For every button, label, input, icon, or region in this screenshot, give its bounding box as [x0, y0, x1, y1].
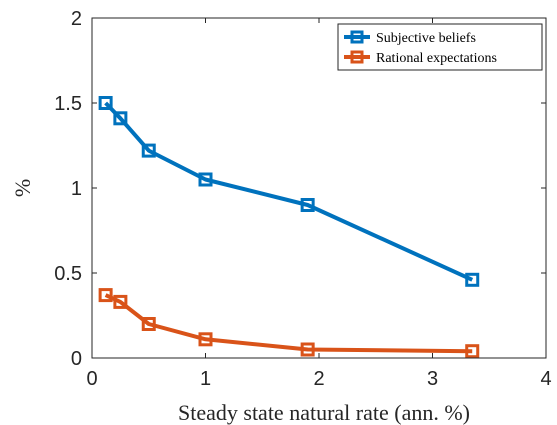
- data-point: [141, 143, 156, 158]
- series-layer: [98, 96, 480, 359]
- x-axis-label: Steady state natural rate (ann. %): [178, 400, 470, 425]
- data-point: [113, 111, 128, 126]
- data-point: [98, 96, 113, 110]
- legend-label: Subjective beliefs: [376, 31, 476, 46]
- y-tick-label: 1: [71, 178, 82, 200]
- series-subjective-beliefs: [98, 96, 480, 287]
- x-tick-label: 2: [313, 368, 324, 390]
- legend-entry-rational-expectations: Rational expectations: [344, 50, 497, 66]
- y-tick-label: 1.5: [54, 93, 82, 115]
- y-tick-label: 2: [71, 8, 82, 30]
- data-point: [465, 344, 480, 359]
- x-tick-label: 1: [200, 368, 211, 390]
- data-point: [198, 332, 213, 347]
- series-line: [104, 293, 473, 354]
- y-tick-label: 0.5: [54, 263, 82, 285]
- legend-label: Rational expectations: [376, 51, 497, 66]
- y-axis-label: %: [10, 179, 35, 197]
- data-point: [300, 198, 315, 212]
- data-point: [198, 172, 213, 187]
- legend: Subjective beliefs Rational expectations: [337, 23, 543, 71]
- x-tick-label: 0: [86, 368, 97, 390]
- data-point: [98, 288, 113, 303]
- data-point: [465, 272, 480, 287]
- series-line: [104, 101, 474, 282]
- legend-marker: [350, 30, 364, 44]
- legend-box: [337, 23, 543, 71]
- series-rational-expectations: [98, 288, 480, 359]
- data-point: [113, 294, 128, 309]
- x-tick-label: 4: [540, 368, 551, 390]
- data-point: [300, 342, 315, 357]
- plot-frame: [91, 17, 547, 359]
- legend-marker: [350, 50, 364, 64]
- y-tick-label: 0: [71, 348, 82, 370]
- data-point: [141, 317, 156, 331]
- legend-entry-subjective-beliefs: Subjective beliefs: [344, 30, 476, 46]
- x-tick-label: 3: [427, 368, 438, 390]
